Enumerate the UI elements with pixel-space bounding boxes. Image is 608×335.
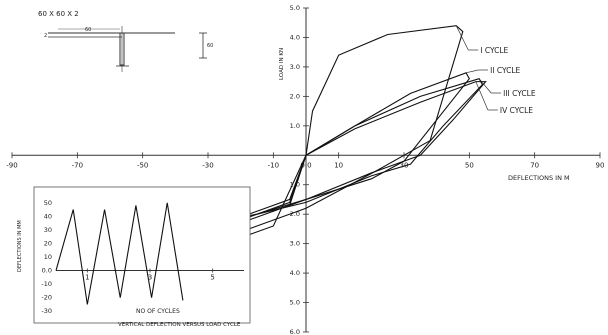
x-tick-label-10: -10 — [268, 161, 279, 169]
inset-frame — [33, 186, 251, 324]
y-tick-label-neg-2-0: 2.0 — [290, 210, 300, 218]
series-line-iii-cycle — [240, 78, 484, 221]
inset-y-axis-label: DEFLECTIONS IN MM — [17, 220, 23, 272]
leader-iv-cycle — [475, 81, 489, 111]
y-axis-label: LOAD IN KN — [279, 48, 285, 80]
y-tick-label-pos-1-0: 1.0 — [290, 122, 300, 130]
x-tick-label-70: 70 — [530, 161, 539, 169]
x-tick-labels: -90 -70 -50 -30 -10 0.0 10 30 50 70 90 — [6, 152, 604, 169]
x-tick-label-50: -50 — [137, 161, 148, 169]
x-tick-label-10: 10 — [334, 161, 343, 169]
x-tick-label-90: -90 — [6, 161, 17, 169]
y-tick-label-neg-4-0: 4.0 — [290, 269, 300, 277]
inset-x-tick-label-5: 5 — [210, 274, 214, 282]
inset-x-tick-labels: 1 3 5 — [85, 268, 215, 282]
section-label: 60 X 60 X 2 — [38, 10, 79, 18]
section-sketch: 60 X 60 X 2 60 2 60 — [38, 10, 213, 72]
x-tick-label-0-0: 0.0 — [300, 161, 311, 169]
y-tick-label-neg-5-0: 5.0 — [290, 299, 300, 307]
inset-x-tick-label-1: 1 — [85, 274, 89, 282]
dim-2-label: 2 — [44, 33, 47, 39]
cycle-labels: I CYCLE II CYCLE III CYCLE IV CYCLE — [455, 25, 536, 115]
inset-x-tick-label-3: 3 — [148, 274, 152, 282]
inset-y-tick-label-40: 40 — [44, 212, 52, 220]
inset-x-axis-label: NO OF CYCLES — [136, 308, 180, 315]
inset-title: VERTICAL DEFLECTION VERSUS LOAD CYCLE — [118, 322, 241, 328]
series-label-iv-cycle: IV CYCLE — [500, 106, 533, 115]
x-tick-label-70: -70 — [72, 161, 83, 169]
inset-y-tick-label-10: 10 — [44, 253, 52, 261]
dim-60-label: 60 — [85, 27, 91, 33]
inset-y-tick-labels: 50 40 30 20 10 0.0 -10 -20 -30 — [41, 199, 52, 315]
y-tick-label-neg-6-0: 6.0 — [290, 328, 300, 335]
inset-y-tick-label-30: 30 — [44, 226, 52, 234]
leader-i-cycle — [455, 25, 469, 51]
inset-y-tick-label-10: -10 — [41, 280, 52, 288]
series-label-i-cycle: I CYCLE — [480, 46, 508, 55]
inset-y-tick-label-30: -30 — [41, 307, 52, 315]
dim-60-vertical-label: 60 — [207, 43, 213, 49]
y-tick-label-pos-5-0: 5.0 — [290, 4, 300, 12]
series-label-ii-cycle: II CYCLE — [490, 66, 520, 75]
x-tick-label-50: 50 — [465, 161, 474, 169]
series-line-iv-cycle — [240, 81, 487, 218]
inset-y-tick-label-20: 20 — [44, 239, 52, 247]
load-deflection-chart: -90 -70 -50 -30 -10 0.0 10 30 50 70 90 5.0 4.0 3.0 2.… — [6, 4, 604, 335]
series-line-ii-cycle — [240, 72, 470, 224]
y-tick-label-neg-3-0: 3.0 — [290, 240, 300, 248]
x-tick-label-90: 90 — [596, 161, 605, 169]
leader-ii-cycle — [465, 69, 479, 74]
y-tick-label-pos-4-0: 4.0 — [290, 33, 300, 41]
leader-iii-cycle — [478, 78, 492, 94]
hysteresis-loops — [224, 25, 487, 245]
y-tick-label-pos-3-0: 3.0 — [290, 63, 300, 71]
x-tick-label-30: -30 — [202, 161, 213, 169]
y-tick-label-pos-2-0: 2.0 — [290, 92, 300, 100]
inset-y-tick-label-0-0: 0.0 — [42, 267, 52, 275]
inset-y-tick-label-50: 50 — [44, 199, 52, 207]
x-tick-label-30: 30 — [400, 161, 409, 169]
series-label-iii-cycle: III CYCLE — [503, 89, 536, 98]
x-axis-label: DEFLECTIONS IN M — [508, 174, 570, 182]
deflection-series-line — [55, 202, 184, 305]
inset-y-tick-label-20: -20 — [41, 294, 52, 302]
